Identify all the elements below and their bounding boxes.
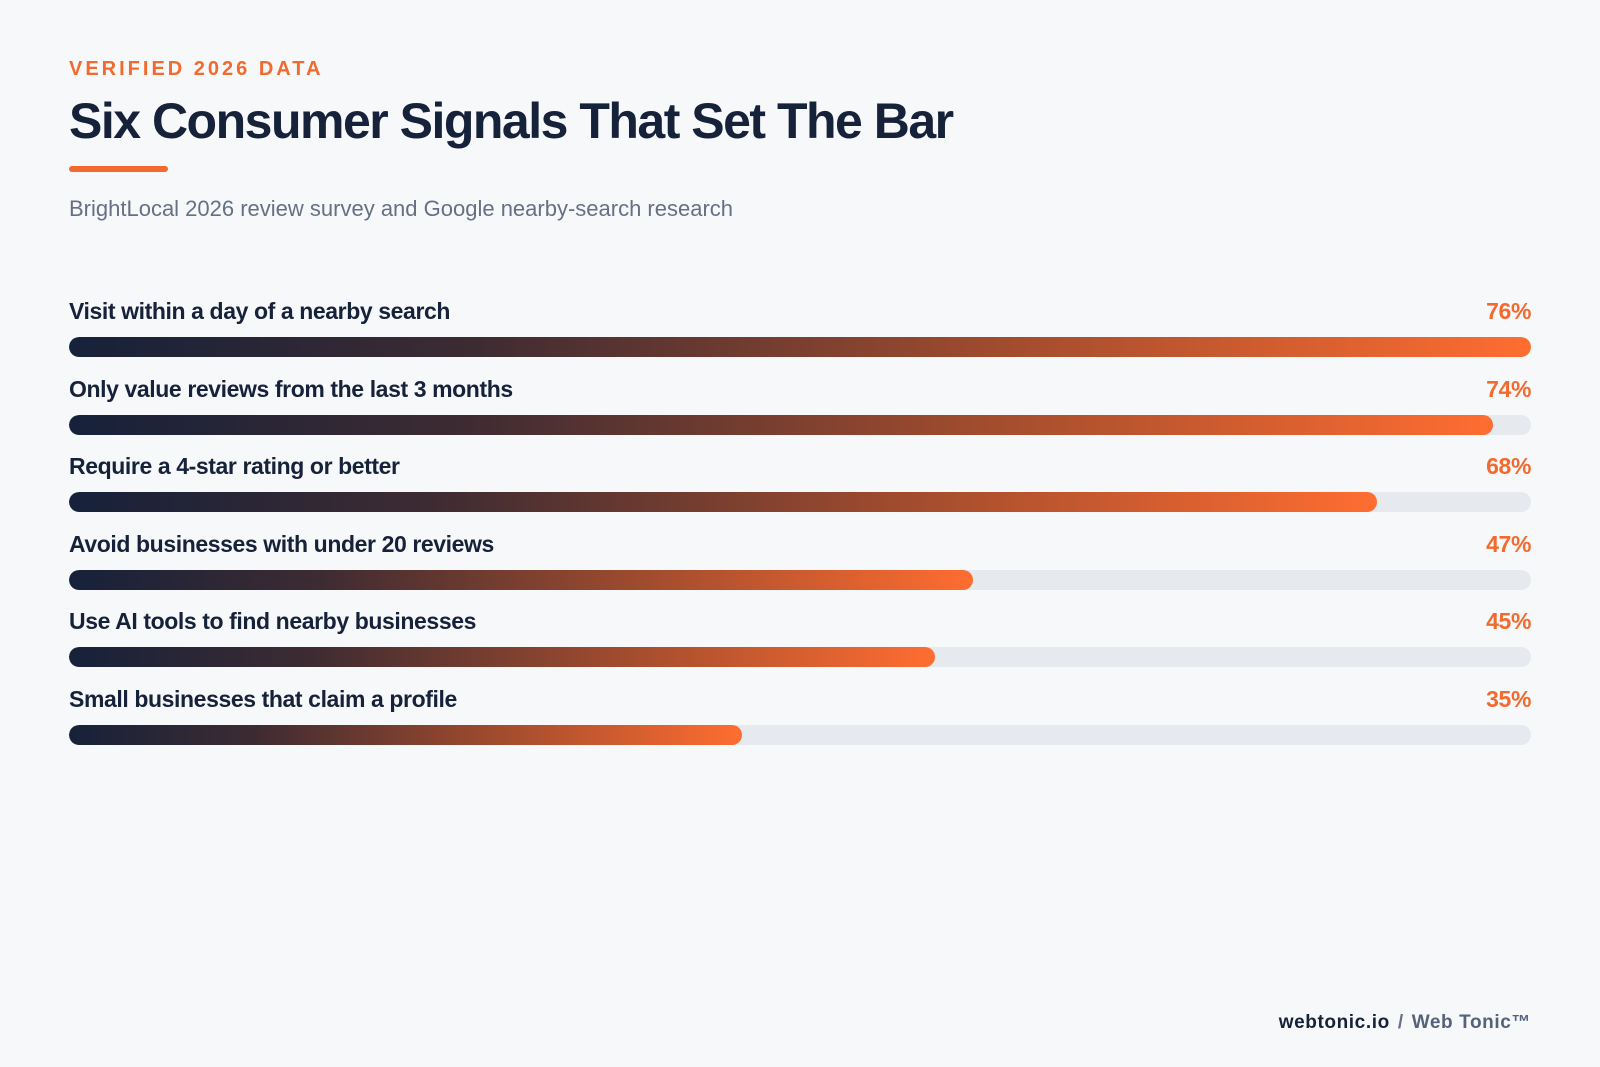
bar-value-label: 74% xyxy=(1486,375,1531,402)
bar-fill xyxy=(69,492,1378,512)
bar-track xyxy=(69,724,1531,745)
bar-row: Visit within a day of a nearby search 76% xyxy=(69,298,1531,376)
eyebrow-label: VERIFIED 2026 DATA xyxy=(69,58,324,80)
footer-separator: / xyxy=(1397,1012,1404,1033)
bar-track xyxy=(69,492,1531,512)
bar-category-label: Require a 4-star rating or better xyxy=(69,453,400,479)
bar-value-label: 76% xyxy=(1486,298,1531,324)
bar-row-header: Small businesses that claim a profile 35% xyxy=(69,686,1531,720)
bar-row: Small businesses that claim a profile 35% xyxy=(69,686,1531,764)
bar-fill xyxy=(69,724,743,745)
bar-value-label: 45% xyxy=(1486,608,1531,634)
bar-row: Avoid businesses with under 20 reviews 47… xyxy=(69,531,1531,609)
bar-row-header: Require a 4-star rating or better 68% xyxy=(69,453,1531,487)
bar-fill xyxy=(69,337,1531,357)
bar-track xyxy=(69,569,1531,590)
bar-fill xyxy=(69,647,935,667)
footer-site: webtonic.io xyxy=(1278,1012,1390,1033)
bar-row-header: Use AI tools to find nearby businesses 45… xyxy=(69,608,1531,642)
bar-value-label: 68% xyxy=(1486,453,1531,479)
bar-row: Use AI tools to find nearby businesses 45… xyxy=(69,608,1531,686)
title-accent-rule xyxy=(69,166,168,172)
bar-row-header: Only value reviews from the last 3 month… xyxy=(69,376,1531,410)
bar-category-label: Visit within a day of a nearby search xyxy=(69,298,451,324)
bar-track xyxy=(69,337,1531,357)
bar-track xyxy=(69,414,1531,435)
bar-category-label: Small businesses that claim a profile xyxy=(69,685,457,712)
bar-row: Require a 4-star rating or better 68% xyxy=(69,453,1531,531)
bar-row-header: Visit within a day of a nearby search 76% xyxy=(69,298,1531,332)
bar-fill xyxy=(69,569,974,590)
bar-chart: Visit within a day of a nearby search 76%… xyxy=(69,298,1531,763)
bar-category-label: Avoid businesses with under 20 reviews xyxy=(69,530,494,557)
bar-value-label: 47% xyxy=(1486,530,1531,557)
bar-track xyxy=(69,647,1531,667)
page-subtitle: BrightLocal 2026 review survey and Googl… xyxy=(69,196,734,221)
page-title: Six Consumer Signals That Set The Bar xyxy=(69,93,954,149)
bar-row: Only value reviews from the last 3 month… xyxy=(69,376,1531,454)
bar-value-label: 35% xyxy=(1486,685,1531,712)
bar-category-label: Use AI tools to find nearby businesses xyxy=(69,608,476,634)
footer-brand: Web Tonic™ xyxy=(1411,1012,1531,1033)
bar-row-header: Avoid businesses with under 20 reviews 47… xyxy=(69,531,1531,565)
bar-fill xyxy=(69,414,1493,435)
bar-category-label: Only value reviews from the last 3 month… xyxy=(69,375,513,402)
footer-credit: webtonic.io / Web Tonic™ xyxy=(1279,1012,1531,1034)
infographic: VERIFIED 2026 DATA Six Consumer Signals … xyxy=(69,0,1531,1067)
